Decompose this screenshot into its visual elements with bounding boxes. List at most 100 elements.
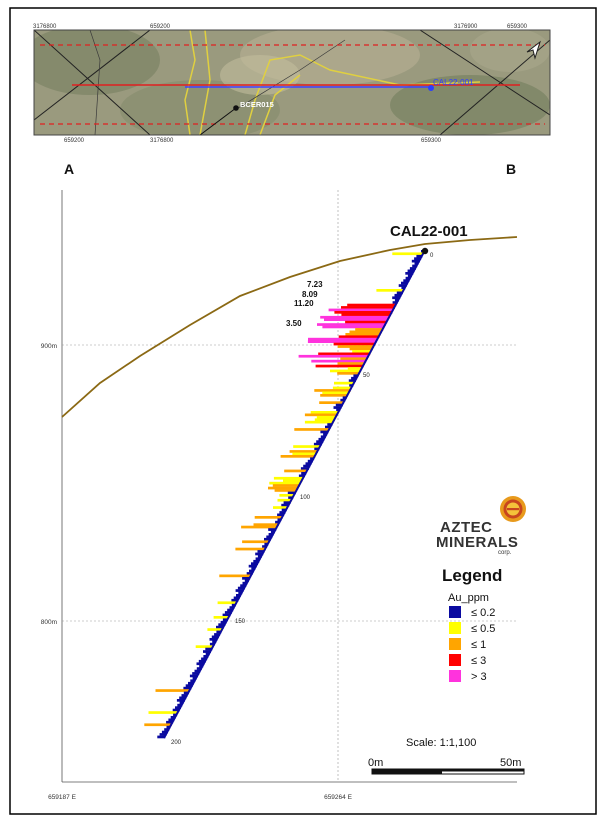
assay-bar	[325, 425, 331, 429]
map-coord-top-3: 3176900	[454, 24, 478, 30]
logo-emblem-icon	[500, 496, 526, 522]
assay-bar	[322, 325, 385, 329]
assay-bar	[159, 733, 167, 736]
assay-bar	[345, 320, 388, 324]
map-coord-bottom-1: 659200	[64, 138, 85, 144]
assay-bar	[316, 440, 324, 443]
assay-bar	[227, 608, 234, 612]
assay-bar	[277, 498, 292, 502]
assay-bar	[241, 525, 278, 529]
legend-label: > 3	[471, 671, 487, 683]
assay-bar	[337, 345, 375, 348]
assay-bar	[251, 567, 256, 570]
assay-bar	[254, 516, 283, 519]
assay-bar	[303, 464, 311, 468]
assay-bar	[335, 403, 343, 407]
depth-label-0: 0	[430, 253, 434, 259]
legend-swatch	[449, 654, 461, 666]
assay-bar	[183, 691, 189, 695]
map-coord-top-4: 659300	[507, 24, 528, 30]
assay-bar	[172, 708, 180, 712]
assay-bar	[281, 508, 287, 512]
assay-bar	[355, 328, 384, 331]
depth-label-50: 50	[363, 373, 370, 379]
assay-bar	[304, 420, 334, 424]
assay-bar	[298, 474, 305, 478]
assay-bar	[257, 555, 262, 558]
assay-bar	[269, 481, 301, 485]
assay-bar	[222, 618, 228, 622]
assay-bar	[235, 547, 266, 551]
grade-value-3: 11.20	[294, 299, 314, 308]
assay-bar	[246, 572, 253, 575]
scalebar-end: 50m	[500, 757, 521, 769]
assay-bar	[201, 657, 208, 661]
assay-bar	[337, 372, 360, 375]
assay-bar	[185, 684, 193, 687]
assay-bar	[219, 574, 252, 578]
assay-bar	[155, 689, 191, 692]
easting-label-2: 659264 E	[324, 794, 352, 801]
assay-bar	[195, 645, 214, 648]
assay-bar	[310, 411, 339, 414]
assay-bar	[194, 669, 201, 673]
depth-label-200: 200	[171, 740, 182, 746]
assay-bar	[314, 418, 335, 422]
assay-bar	[244, 579, 249, 583]
assay-bar	[270, 530, 275, 534]
assay-bar	[198, 659, 206, 663]
assay-bar	[168, 718, 175, 722]
section-end-b: B	[506, 161, 516, 177]
drill-trace	[163, 249, 426, 739]
assay-bar	[189, 674, 198, 678]
scale-text: Scale: 1:1,100	[406, 737, 476, 749]
assay-bar	[236, 594, 241, 597]
assay-bar	[175, 706, 181, 709]
assay-bar	[273, 506, 288, 509]
assay-bar	[392, 301, 398, 304]
assay-bar	[216, 625, 224, 629]
assay-bar	[305, 462, 312, 465]
assay-bar	[314, 447, 320, 451]
assay-bar	[273, 476, 304, 480]
assay-bar	[340, 398, 346, 402]
assay-bar	[266, 535, 273, 539]
assay-bar	[192, 677, 197, 680]
assay-bar	[277, 513, 285, 517]
assay-bar	[401, 281, 408, 285]
assay-bar	[301, 472, 307, 475]
scale-block: Scale: 1:1,100 0m 50m	[368, 737, 525, 775]
assay-bar	[318, 352, 371, 356]
assay-bar	[279, 494, 295, 497]
assay-bar	[317, 323, 386, 326]
assay-bar	[341, 313, 391, 317]
map-inset: BCER015 CAL22-001 3176800 659200 3176900…	[33, 24, 551, 144]
assay-bar	[340, 357, 368, 361]
assay-bar	[313, 442, 322, 446]
assay-bar	[289, 450, 318, 453]
assay-bar	[293, 445, 321, 448]
assay-bar	[407, 274, 412, 278]
assay-bar	[319, 401, 345, 404]
assay-bar	[224, 611, 232, 614]
assay-bar	[251, 562, 258, 565]
legend-swatch	[449, 606, 461, 618]
assay-bar	[398, 284, 407, 287]
assay-bar	[330, 369, 362, 373]
grade-value-4: 3.50	[286, 319, 302, 328]
assay-bar	[253, 559, 260, 563]
assay-bar	[274, 489, 298, 492]
assay-bar	[176, 699, 185, 702]
assay-bar	[231, 598, 239, 602]
assay-bar	[300, 467, 309, 470]
assay-bar	[287, 491, 296, 495]
assay-bar	[411, 259, 420, 263]
depth-label-150: 150	[235, 619, 246, 625]
assay-bar	[233, 596, 240, 600]
map-coord-top-1: 3176800	[33, 24, 57, 30]
assay-bar	[352, 350, 372, 353]
assay-bar	[268, 528, 277, 531]
elev-label-900: 900m	[41, 343, 57, 350]
assay-bar	[181, 694, 188, 697]
